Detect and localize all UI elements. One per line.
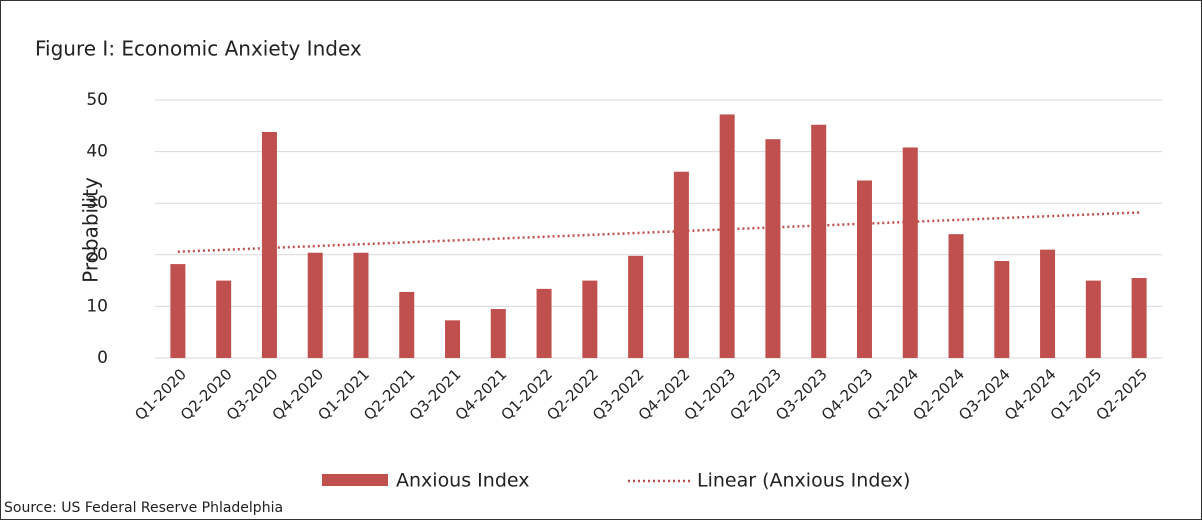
bar bbox=[490, 308, 506, 358]
bar bbox=[765, 139, 781, 358]
bar bbox=[1085, 280, 1101, 358]
bar bbox=[353, 252, 369, 358]
y-tick-label: 0 bbox=[97, 348, 108, 368]
y-axis-label: Probability bbox=[79, 177, 103, 283]
bar bbox=[673, 171, 689, 358]
source-note: Source: US Federal Reserve Phladelphia bbox=[4, 500, 283, 516]
trendline bbox=[177, 211, 1140, 253]
chart-title: Figure I: Economic Anxiety Index bbox=[35, 37, 362, 61]
bar bbox=[856, 180, 872, 358]
bar bbox=[445, 320, 461, 358]
bar bbox=[902, 147, 918, 358]
bar bbox=[948, 234, 964, 358]
bar bbox=[582, 280, 598, 358]
legend-label: Linear (Anxious Index) bbox=[697, 470, 910, 492]
bar bbox=[399, 291, 415, 358]
bar bbox=[307, 252, 323, 358]
legend-label: Anxious Index bbox=[396, 470, 529, 492]
bar bbox=[628, 255, 644, 358]
bar bbox=[811, 124, 827, 358]
bar bbox=[1131, 278, 1147, 358]
bar bbox=[536, 288, 552, 358]
bar bbox=[170, 264, 186, 358]
bar bbox=[216, 280, 232, 358]
bar bbox=[719, 114, 735, 358]
bar bbox=[261, 131, 277, 358]
y-tick-label: 10 bbox=[86, 296, 108, 316]
y-tick-label: 40 bbox=[86, 142, 108, 162]
bar bbox=[1040, 249, 1056, 358]
bar bbox=[994, 260, 1010, 358]
y-tick-label: 20 bbox=[86, 245, 108, 265]
y-tick-label: 30 bbox=[86, 193, 108, 213]
y-tick-label: 50 bbox=[86, 90, 108, 110]
legend-swatch bbox=[322, 474, 388, 486]
